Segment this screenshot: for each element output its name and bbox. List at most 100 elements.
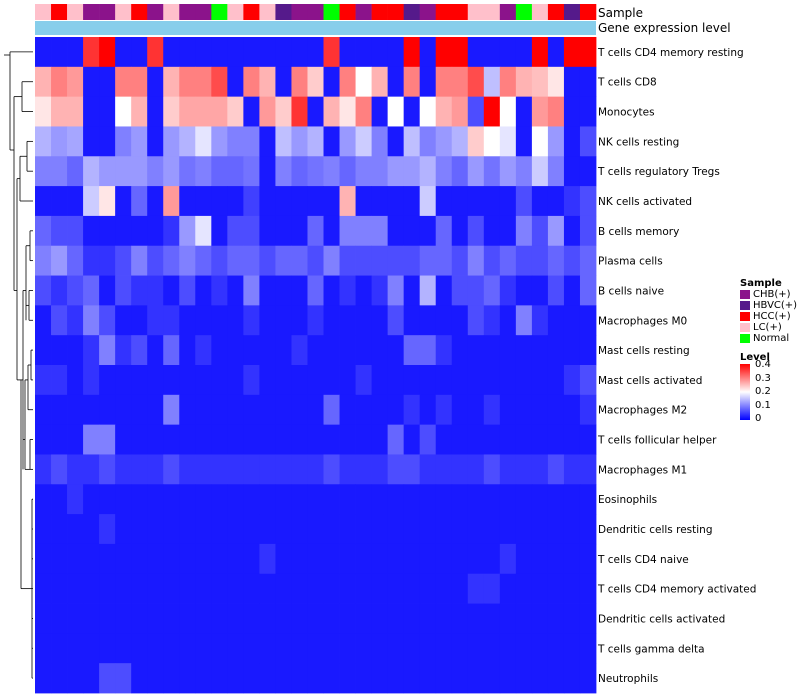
heatmap-cell — [467, 305, 485, 336]
heatmap-cell — [179, 126, 196, 157]
row-label: T cells gamma delta — [597, 643, 705, 655]
heatmap-cell — [67, 484, 84, 515]
heatmap-cell — [483, 156, 501, 187]
heatmap-cell — [67, 603, 84, 634]
heatmap-cell — [419, 126, 437, 157]
heatmap-cell — [83, 603, 100, 634]
heatmap-cell — [323, 573, 340, 604]
heatmap-cell — [515, 484, 533, 515]
heatmap-cell — [51, 484, 68, 515]
heatmap-cell — [147, 484, 164, 515]
heatmap-cell — [83, 454, 100, 485]
heatmap-cell — [339, 126, 356, 157]
sample-annotation-cell — [67, 4, 84, 20]
heatmap-cell — [515, 394, 533, 426]
heatmap-cell — [67, 543, 84, 575]
heatmap-cell — [483, 186, 501, 217]
sample-annotation-cell — [83, 4, 100, 20]
heatmap-cell — [515, 633, 533, 664]
heatmap-cell — [499, 424, 517, 455]
sample-annotation-cell — [467, 4, 485, 20]
heatmap-cell — [259, 573, 276, 604]
heatmap-cell — [147, 394, 164, 426]
heatmap-cell — [339, 633, 356, 664]
heatmap-cell — [147, 633, 164, 664]
sample-legend-entry: CHB(+) — [740, 289, 797, 300]
heatmap-cell — [579, 573, 597, 604]
row-label: Macrophages M2 — [598, 405, 687, 417]
heatmap-cell — [163, 275, 180, 306]
heatmap-cell — [51, 573, 68, 604]
heatmap-cell — [531, 96, 549, 127]
heatmap-cell — [515, 275, 533, 306]
heatmap-cell — [323, 633, 340, 664]
heatmap-cell — [387, 96, 405, 127]
heatmap-cell — [403, 275, 421, 306]
heatmap-cell — [403, 424, 421, 455]
heatmap-cell — [419, 573, 437, 604]
heatmap-cell — [323, 335, 340, 366]
heatmap-cell — [403, 335, 421, 366]
heatmap-cell — [435, 514, 453, 545]
heatmap-cell — [131, 37, 148, 68]
heatmap-cell — [83, 215, 100, 247]
row-label: Dendritic cells activated — [598, 613, 725, 625]
row-label: Neutrophils — [598, 673, 658, 685]
heatmap-cell — [179, 335, 196, 366]
heatmap-cell — [547, 424, 565, 455]
heatmap-cell — [51, 37, 68, 68]
row-label: NK cells activated — [598, 196, 692, 208]
sample-legend-entry: Normal — [740, 333, 797, 344]
heatmap-cell — [579, 543, 597, 575]
heatmap-cell — [579, 66, 597, 98]
heatmap-cell — [387, 215, 405, 247]
heatmap-cell — [275, 66, 292, 98]
heatmap-cell — [67, 573, 84, 604]
sample-legend-swatch — [740, 301, 750, 310]
heatmap-cell — [419, 37, 437, 68]
heatmap-cell — [147, 454, 164, 485]
heatmap-cell — [563, 603, 581, 634]
heatmap-cell — [499, 573, 517, 604]
heatmap-cell — [467, 365, 485, 396]
heatmap-cell — [243, 245, 260, 276]
sample-annotation-cell — [451, 4, 469, 20]
heatmap-cell — [339, 156, 356, 187]
heatmap-cell — [419, 96, 437, 127]
heatmap-cell — [515, 66, 533, 98]
heatmap-cell — [515, 186, 533, 217]
heatmap-cell — [35, 454, 52, 485]
heatmap-cell — [339, 37, 356, 68]
heatmap-cell — [579, 186, 597, 217]
heatmap-cell — [563, 543, 581, 575]
heatmap-cell — [579, 365, 597, 396]
heatmap-cell — [51, 603, 68, 634]
heatmap-cell — [99, 245, 116, 276]
heatmap-cell — [419, 394, 437, 426]
level-color-bar — [740, 364, 750, 420]
heatmap-cell — [99, 484, 116, 515]
heatmap-cell — [211, 603, 228, 634]
heatmap-cell — [307, 305, 324, 336]
sample-annotation-cell — [355, 4, 372, 20]
heatmap-cell — [371, 156, 389, 187]
sample-annotation-cell — [387, 4, 404, 20]
heatmap-cell — [531, 156, 549, 187]
heatmap-cell — [99, 365, 116, 396]
heatmap-cell — [275, 305, 292, 336]
heatmap-cell — [83, 66, 100, 98]
heatmap-cell — [451, 543, 469, 575]
heatmap-cell — [195, 126, 212, 157]
heatmap-cell — [467, 603, 485, 634]
heatmap-cell — [195, 663, 212, 694]
heatmap-cell — [403, 365, 421, 396]
heatmap-cell — [307, 186, 324, 217]
heatmap-cell — [499, 275, 517, 306]
heatmap-cell — [547, 633, 565, 664]
sample-legend-swatch — [740, 312, 750, 321]
sample-annotation-cell — [163, 4, 180, 20]
heatmap-cell — [515, 126, 533, 157]
heatmap-cell — [99, 633, 116, 664]
heatmap-cell — [131, 245, 148, 276]
heatmap-cell — [403, 305, 421, 336]
